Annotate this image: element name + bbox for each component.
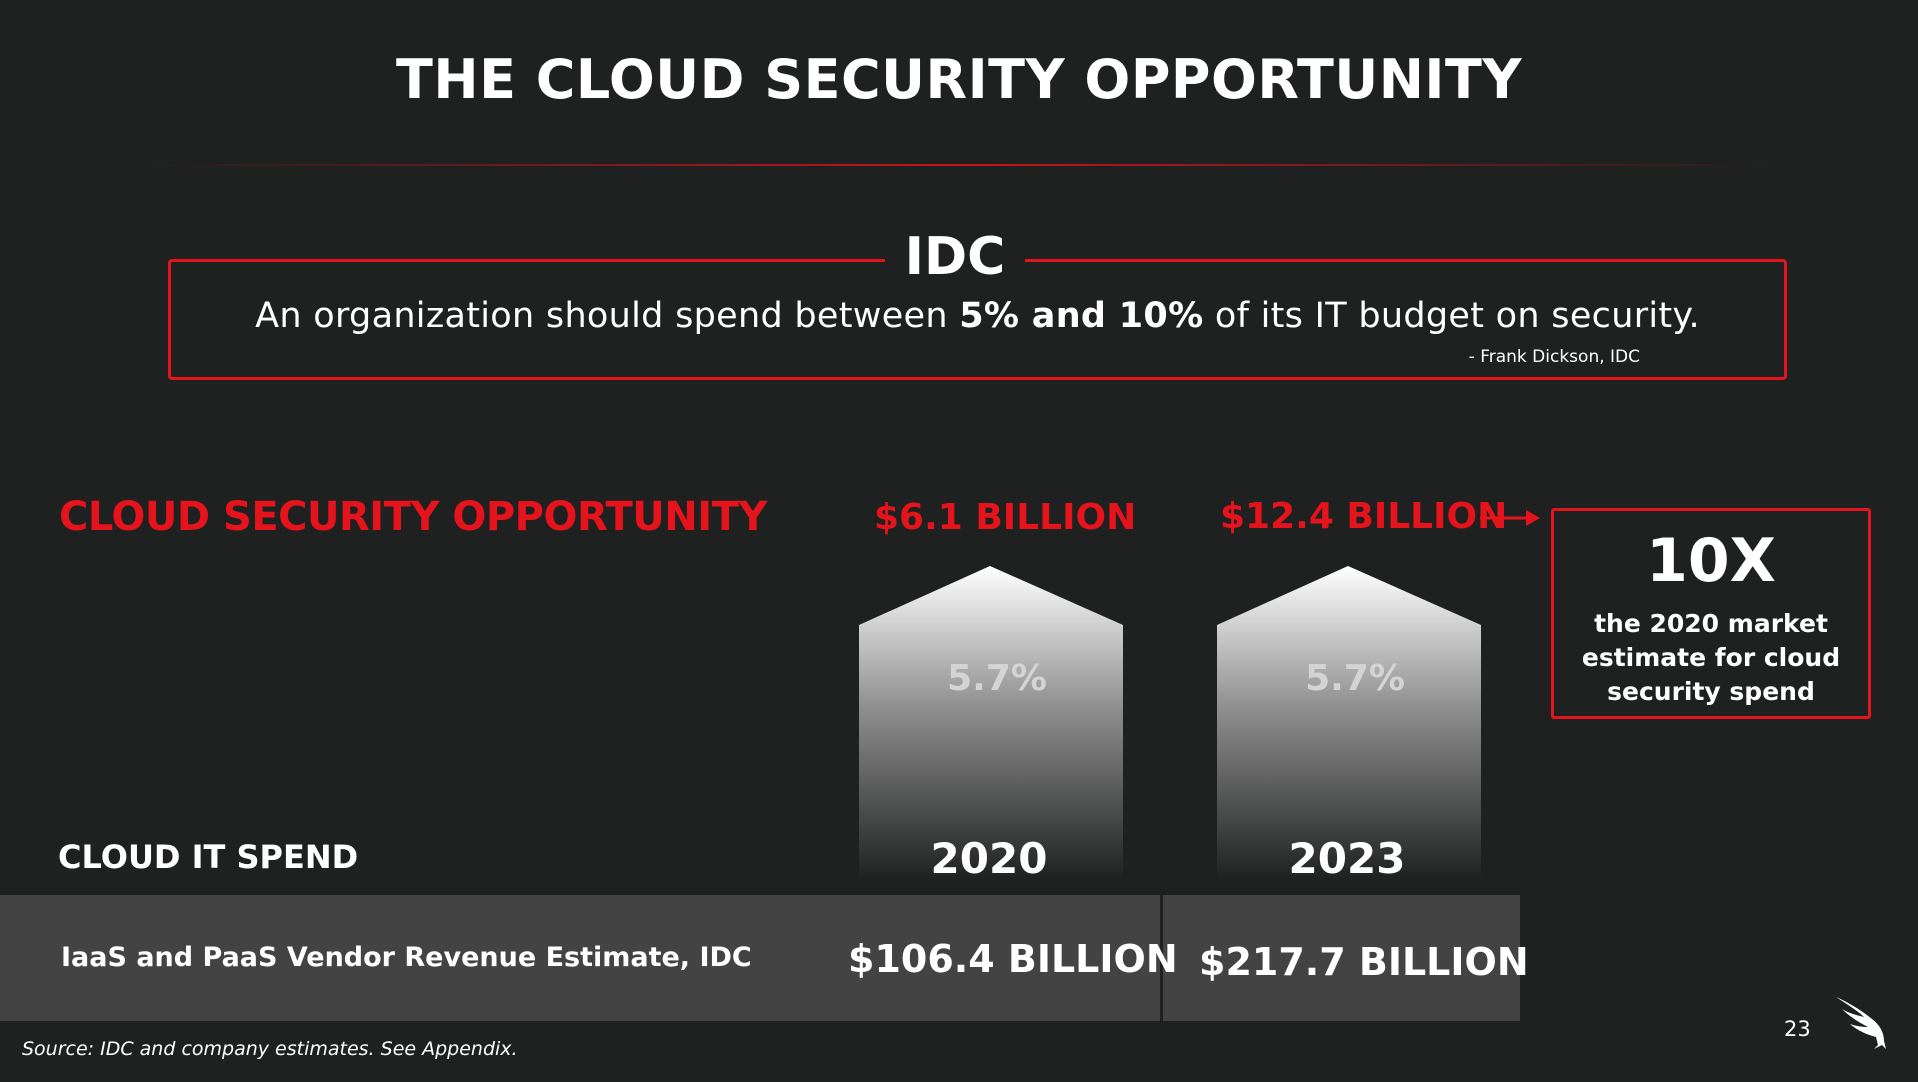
arrow-right-icon xyxy=(1480,510,1540,526)
cloud-it-spend-label: CLOUD IT SPEND xyxy=(58,838,359,876)
column-shape-2023 xyxy=(1217,566,1481,880)
idc-label: IDC xyxy=(885,222,1025,292)
quote-attribution: - Frank Dickson, IDC xyxy=(1468,347,1640,367)
opportunity-value-2023: $12.4 BILLION xyxy=(1220,496,1508,537)
title-divider xyxy=(140,164,1780,166)
column-percent-2023: 5.7% xyxy=(1305,658,1405,699)
column-year-2020: 2020 xyxy=(930,834,1048,883)
quote-text-pre: An organization should spend between xyxy=(255,296,960,336)
multiplier-value: 10X xyxy=(1646,526,1776,596)
quote-text-bold: 5% and 10% xyxy=(959,296,1204,336)
cloud-it-spend-2023: $217.7 BILLION xyxy=(1199,940,1529,984)
multiplier-box: 10X the 2020 market estimate for cloud s… xyxy=(1551,508,1871,719)
column-year-2023: 2023 xyxy=(1288,834,1406,883)
cloud-it-spend-2020: $106.4 BILLION xyxy=(848,937,1178,981)
column-shape-2020 xyxy=(859,566,1123,880)
idc-quote-text: An organization should spend between 5% … xyxy=(168,296,1787,336)
multiplier-caption: the 2020 market estimate for cloud secur… xyxy=(1581,609,1841,706)
quote-text-post: of its IT budget on security. xyxy=(1203,296,1700,336)
source-note: Source: IDC and company estimates. See A… xyxy=(22,1038,518,1060)
page-title: THE CLOUD SECURITY OPPORTUNITY xyxy=(396,48,1522,111)
band-divider xyxy=(1160,895,1163,1021)
page-number: 23 xyxy=(1784,1017,1811,1041)
column-percent-2020: 5.7% xyxy=(947,658,1047,699)
falcon-logo-icon xyxy=(1836,997,1886,1049)
cloud-it-spend-band xyxy=(0,895,1520,1021)
opportunity-value-2020: $6.1 BILLION xyxy=(874,497,1137,538)
opportunity-label: CLOUD SECURITY OPPORTUNITY xyxy=(59,494,767,540)
cloud-it-spend-row-label: IaaS and PaaS Vendor Revenue Estimate, I… xyxy=(61,942,752,973)
